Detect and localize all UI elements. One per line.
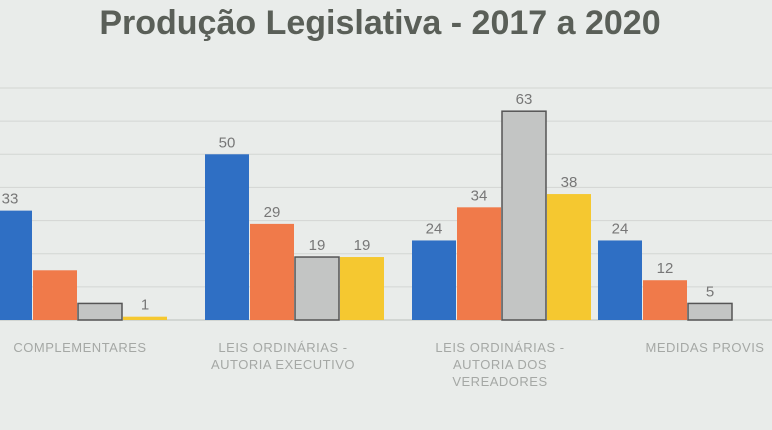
data-label-2-0: 24 — [426, 220, 443, 237]
data-label-3-1: 12 — [657, 260, 674, 277]
bar-2-2 — [501, 110, 547, 321]
data-label-3-0: 24 — [612, 220, 629, 237]
data-label-2-3: 38 — [561, 174, 578, 191]
data-label-0-0: 33 — [2, 191, 19, 208]
bar-1-2 — [294, 256, 340, 321]
chart-title: Produção Legislativa - 2017 a 2020 — [99, 4, 660, 42]
bar-1-3 — [340, 257, 384, 320]
data-label-1-2: 19 — [309, 237, 326, 254]
data-labels: 33 1 50 29 19 19 24 34 63 38 24 12 5 — [2, 91, 715, 313]
bar-1-0 — [205, 154, 249, 320]
data-label-2-2: 63 — [516, 91, 533, 108]
bar-0-1 — [33, 270, 77, 320]
data-label-1-3: 19 — [354, 237, 371, 254]
category-label-1: LEIS ORDINÁRIAS -AUTORIA EXECUTIVO — [211, 340, 355, 372]
bar-0-2 — [77, 302, 123, 321]
category-label-0: COMPLEMENTARES — [13, 340, 146, 355]
bar-2-0 — [412, 240, 456, 320]
category-labels: COMPLEMENTARES LEIS ORDINÁRIAS -AUTORIA E… — [13, 340, 764, 389]
bar-3-1 — [643, 280, 687, 320]
data-label-0-3: 1 — [141, 297, 149, 314]
category-label-2: LEIS ORDINÁRIAS -AUTORIA DOS VEREADORES — [435, 340, 564, 389]
bar-2-1 — [457, 207, 501, 320]
bar-2-3 — [547, 194, 591, 320]
data-label-3-2: 5 — [706, 283, 714, 300]
category-label-3: MEDIDAS PROVIS — [646, 340, 765, 355]
data-label-1-0: 50 — [219, 134, 236, 151]
bar-3-0 — [598, 240, 642, 320]
bar-0-3 — [123, 316, 167, 320]
bar-1-1 — [250, 223, 294, 320]
data-label-1-1: 29 — [264, 204, 281, 221]
bars — [0, 110, 733, 321]
data-label-2-1: 34 — [471, 187, 488, 204]
bar-0-0 — [0, 210, 32, 320]
bar-3-2 — [687, 302, 733, 321]
